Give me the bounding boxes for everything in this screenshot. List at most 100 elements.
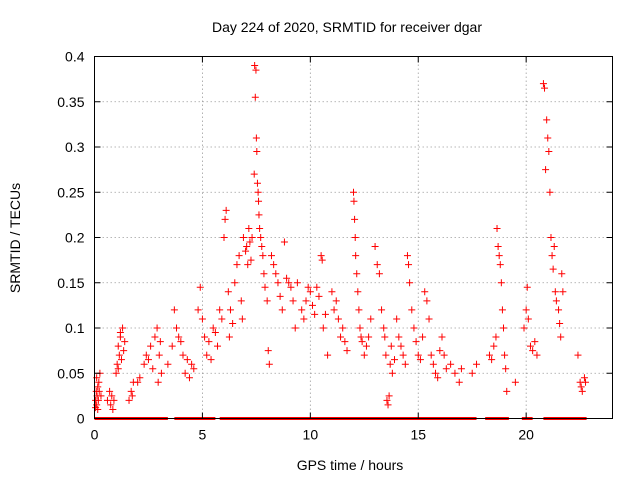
data-point bbox=[539, 80, 547, 88]
data-point bbox=[247, 256, 255, 264]
data-point bbox=[140, 360, 148, 368]
data-point bbox=[245, 224, 253, 232]
x-tick-label: 5 bbox=[199, 427, 207, 443]
data-point bbox=[121, 338, 129, 346]
data-point bbox=[168, 342, 176, 350]
data-point bbox=[237, 297, 245, 305]
data-point bbox=[244, 261, 252, 269]
data-point bbox=[298, 306, 306, 314]
y-tick-label: 0.1 bbox=[65, 320, 85, 336]
data-point bbox=[220, 234, 228, 241]
data-point bbox=[194, 306, 202, 314]
data-points bbox=[92, 62, 590, 413]
data-point bbox=[406, 279, 414, 287]
data-point bbox=[119, 324, 127, 332]
x-tick-labels: 0 5 10 15 20 bbox=[91, 427, 535, 443]
data-point bbox=[256, 224, 264, 232]
data-point bbox=[357, 333, 365, 341]
data-point bbox=[156, 338, 164, 346]
data-point bbox=[125, 396, 133, 404]
data-point bbox=[438, 333, 446, 341]
data-point bbox=[421, 288, 429, 296]
data-point bbox=[339, 324, 347, 332]
data-point bbox=[543, 116, 551, 124]
data-point bbox=[522, 306, 530, 314]
data-point bbox=[496, 261, 504, 269]
data-point bbox=[434, 374, 442, 382]
data-point bbox=[261, 283, 269, 291]
data-point bbox=[233, 261, 241, 269]
data-point bbox=[408, 306, 416, 314]
data-point bbox=[110, 396, 118, 404]
data-point bbox=[205, 338, 213, 346]
data-point bbox=[267, 252, 275, 260]
data-point bbox=[239, 234, 247, 241]
data-point bbox=[259, 252, 267, 260]
data-point bbox=[226, 306, 234, 314]
data-point bbox=[403, 252, 411, 260]
data-point bbox=[557, 333, 565, 341]
data-point bbox=[386, 360, 394, 368]
data-point bbox=[285, 279, 293, 287]
data-point bbox=[112, 369, 120, 377]
data-point bbox=[343, 347, 351, 355]
data-point bbox=[387, 342, 395, 350]
data-point bbox=[383, 396, 391, 404]
data-point bbox=[318, 256, 326, 264]
data-point bbox=[95, 387, 103, 395]
data-point bbox=[94, 396, 102, 404]
data-point bbox=[229, 319, 237, 327]
y-axis-label: SRMTID / TECUs bbox=[7, 183, 23, 293]
data-point bbox=[190, 365, 198, 373]
data-point bbox=[155, 351, 163, 359]
data-point bbox=[253, 179, 261, 187]
data-point bbox=[185, 374, 193, 382]
data-point bbox=[142, 351, 150, 359]
data-point bbox=[385, 392, 393, 400]
data-point bbox=[276, 292, 284, 300]
data-point bbox=[490, 342, 498, 350]
data-point bbox=[127, 387, 135, 395]
data-point bbox=[315, 292, 323, 300]
data-point bbox=[106, 387, 114, 395]
data-point bbox=[328, 288, 336, 296]
data-point bbox=[555, 306, 563, 314]
data-point bbox=[109, 405, 117, 413]
data-point bbox=[151, 333, 159, 341]
data-point bbox=[550, 243, 558, 251]
data-point bbox=[181, 369, 189, 377]
data-point bbox=[451, 369, 459, 377]
data-point bbox=[136, 374, 144, 382]
data-point bbox=[350, 188, 357, 196]
data-point bbox=[544, 134, 552, 142]
data-point bbox=[546, 188, 554, 196]
data-point bbox=[221, 215, 229, 223]
x-tick-label: 10 bbox=[303, 427, 319, 443]
data-point bbox=[488, 356, 496, 364]
data-point bbox=[154, 378, 162, 386]
grid-lines bbox=[94, 56, 613, 419]
data-point bbox=[183, 356, 191, 364]
data-point bbox=[492, 333, 500, 341]
data-point bbox=[324, 351, 332, 359]
data-point bbox=[362, 342, 370, 350]
data-point bbox=[500, 324, 508, 332]
data-point bbox=[558, 270, 566, 278]
data-point bbox=[351, 234, 359, 241]
data-point bbox=[473, 360, 481, 368]
data-point bbox=[497, 279, 505, 287]
data-point bbox=[304, 283, 312, 291]
data-point bbox=[196, 283, 204, 291]
data-point bbox=[549, 265, 557, 273]
data-point bbox=[494, 243, 502, 251]
data-point bbox=[350, 197, 358, 205]
data-point bbox=[170, 306, 178, 314]
data-point bbox=[114, 365, 122, 373]
data-point bbox=[416, 356, 424, 364]
data-point bbox=[355, 306, 363, 314]
data-point bbox=[373, 261, 381, 269]
data-point bbox=[388, 369, 396, 377]
data-point bbox=[224, 288, 232, 296]
y-tick-label: 0.05 bbox=[57, 365, 84, 381]
